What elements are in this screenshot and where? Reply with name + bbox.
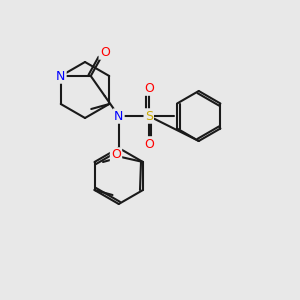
- Text: S: S: [145, 110, 153, 122]
- Text: O: O: [111, 148, 121, 161]
- Text: O: O: [144, 82, 154, 94]
- Text: N: N: [56, 70, 65, 83]
- Text: O: O: [144, 137, 154, 151]
- Text: N: N: [114, 110, 123, 122]
- Text: O: O: [100, 46, 110, 59]
